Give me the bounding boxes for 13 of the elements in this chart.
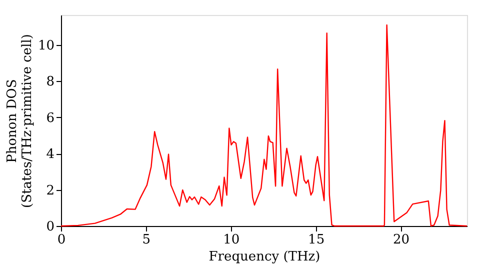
x-tick-label: 0 — [57, 232, 66, 248]
x-tick-label: 5 — [142, 232, 151, 248]
y-axis-title: Phonon DOS (States/THz·primitive cell) — [4, 34, 35, 208]
y-tick-label: 2 — [46, 183, 54, 198]
y-tick-label: 8 — [46, 74, 54, 90]
y-tick-label: 4 — [46, 147, 54, 162]
y-tick-label: 0 — [46, 220, 54, 234]
x-tick-label: 15 — [308, 232, 325, 248]
x-tick-label: 10 — [223, 232, 240, 248]
y-tick-label: 6 — [46, 110, 54, 126]
y-tick-label: 10 — [38, 38, 54, 54]
x-axis-title: Frequency (THz) — [208, 250, 320, 264]
x-tick-label: 20 — [392, 232, 410, 248]
